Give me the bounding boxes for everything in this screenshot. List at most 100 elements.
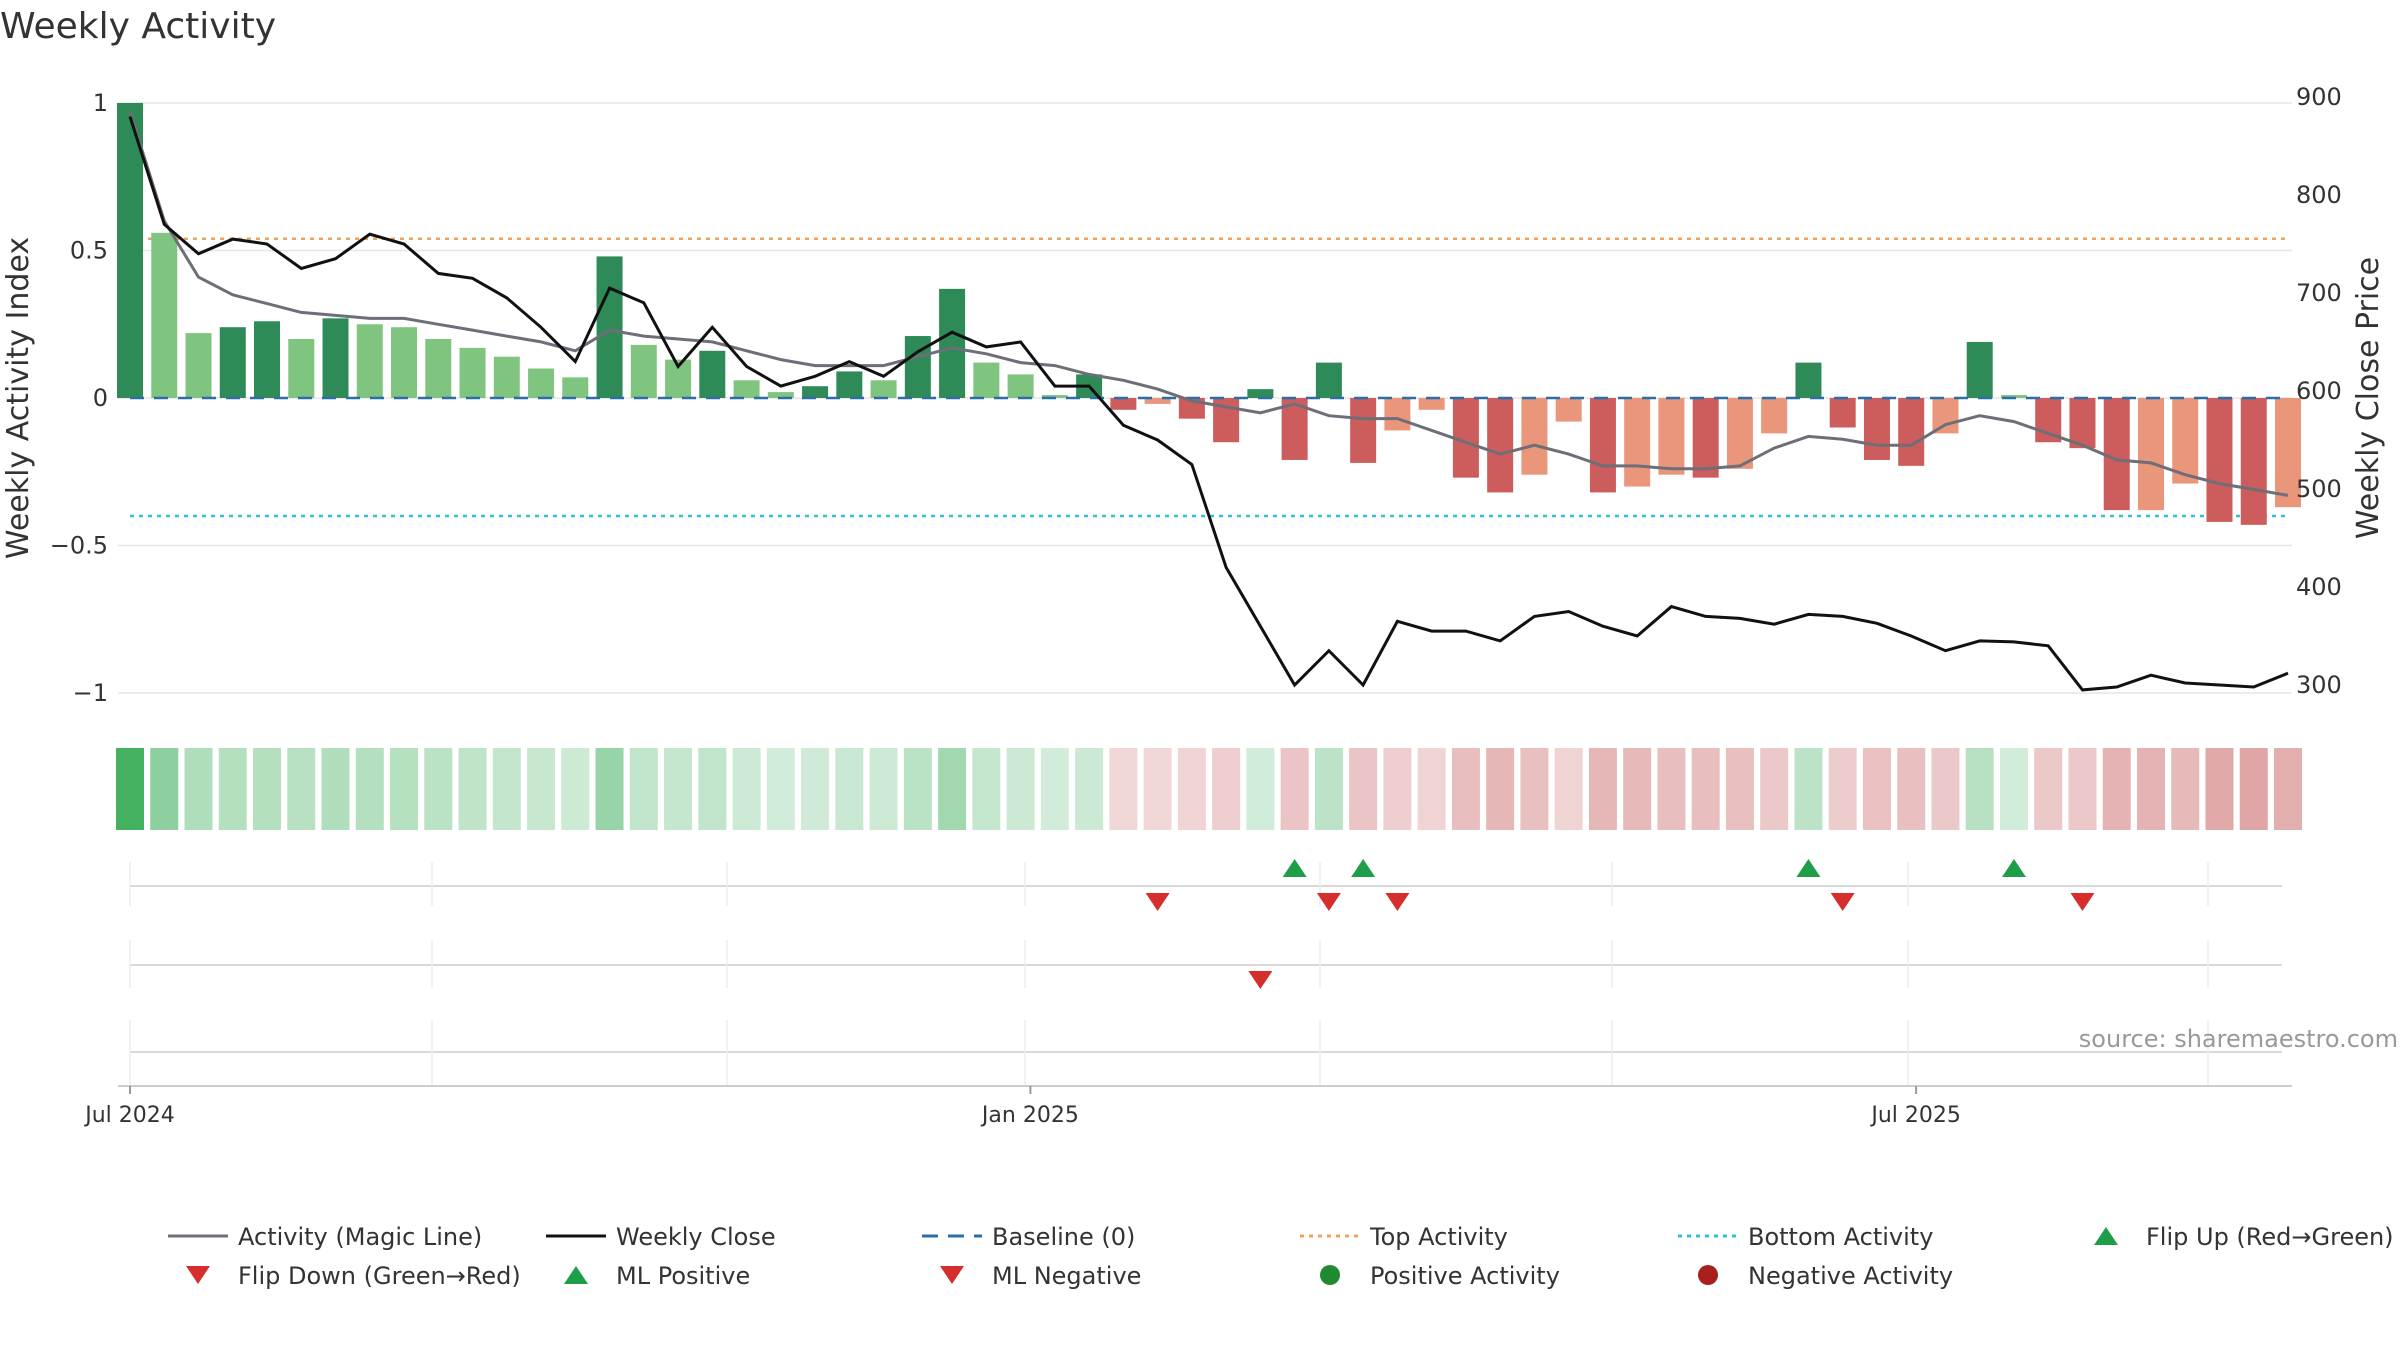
left-y-axis: 1 0.5 0 −0.5 −1 xyxy=(50,89,108,707)
heat-cell xyxy=(629,748,658,830)
activity-bar xyxy=(1144,398,1171,404)
right-tick-label: 700 xyxy=(2296,279,2342,307)
heat-cell xyxy=(287,748,316,830)
legend-label: Baseline (0) xyxy=(992,1223,1135,1251)
right-y-axis-label: Weekly Close Price xyxy=(2351,257,2386,539)
heat-cell xyxy=(1006,748,1035,830)
heat-cell xyxy=(732,748,761,830)
source-note: source: sharemaestro.com xyxy=(2079,1025,2398,1053)
event-lanes xyxy=(129,859,2282,1086)
activity-bar xyxy=(630,344,657,398)
magic-line-series xyxy=(128,111,2289,497)
heat-cell xyxy=(698,748,727,830)
activity-bar xyxy=(699,350,726,398)
heat-cell xyxy=(2274,748,2302,830)
heat-cell xyxy=(2205,748,2234,830)
heat-cell xyxy=(458,748,487,830)
activity-bar xyxy=(151,232,178,398)
activity-bar xyxy=(459,347,486,398)
heat-cell xyxy=(1588,748,1617,830)
activity-bar xyxy=(356,324,383,398)
heat-cell xyxy=(527,748,556,830)
series-lines xyxy=(128,111,2289,692)
activity-bar xyxy=(562,377,589,398)
activity-bar xyxy=(1829,398,1856,428)
heat-cell xyxy=(253,748,282,830)
activity-bar xyxy=(288,339,315,398)
weekly-close-series xyxy=(128,116,2289,692)
heat-cell xyxy=(1075,748,1104,830)
activity-bar xyxy=(1418,398,1445,410)
heat-cell xyxy=(1520,748,1549,830)
x-tick-label: Jul 2025 xyxy=(1869,1103,1961,1128)
heat-cell xyxy=(903,748,932,830)
legend-label: ML Negative xyxy=(992,1262,1141,1290)
activity-bar xyxy=(1487,398,1514,493)
activity-bar xyxy=(1966,341,1993,398)
heat-cell xyxy=(2068,748,2097,830)
activity-bar xyxy=(596,256,623,398)
activity-bars xyxy=(117,103,2301,525)
activity-bar xyxy=(1384,398,1411,431)
heat-cell xyxy=(116,748,144,830)
flip-down-marker xyxy=(1145,893,1170,911)
activity-bar xyxy=(1726,398,1753,469)
heat-cell xyxy=(2034,748,2063,830)
activity-bar xyxy=(1898,398,1925,466)
flip-down-marker xyxy=(1830,893,1855,911)
left-tick-label: 0.5 xyxy=(70,237,108,265)
heat-cell xyxy=(1383,748,1412,830)
legend-label: Flip Up (Red→Green) xyxy=(2146,1223,2394,1251)
heat-cell xyxy=(1794,748,1823,830)
left-y-axis-label: Weekly Activity Index xyxy=(1,237,36,559)
legend-swatch-tri-down xyxy=(186,1266,210,1284)
heat-cell xyxy=(1999,748,2028,830)
legend: Activity (Magic Line) Weekly Close Baselin… xyxy=(168,1223,2394,1290)
activity-bar xyxy=(1315,362,1342,398)
activity-bar xyxy=(493,356,520,398)
activity-bar xyxy=(1555,398,1582,422)
legend-swatch-tri-up xyxy=(2094,1227,2118,1245)
activity-bar xyxy=(939,288,966,398)
legend-label: Bottom Activity xyxy=(1748,1223,1933,1251)
left-tick-label: 1 xyxy=(93,89,108,117)
activity-bar xyxy=(1110,398,1137,410)
activity-bar xyxy=(1863,398,1890,460)
activity-bar xyxy=(2137,398,2164,511)
activity-bar xyxy=(117,103,143,398)
heat-cell xyxy=(1109,748,1138,830)
heat-cell xyxy=(1451,748,1480,830)
activity-bar xyxy=(1247,389,1274,398)
heat-cell xyxy=(1657,748,1686,830)
heat-cell xyxy=(2102,748,2131,830)
heat-cell xyxy=(2136,748,2165,830)
heat-cell xyxy=(1212,748,1241,830)
activity-bar xyxy=(1658,398,1685,475)
heat-cell xyxy=(1623,748,1652,830)
heat-cell xyxy=(150,748,179,830)
activity-bar xyxy=(219,327,246,398)
right-tick-label: 300 xyxy=(2296,671,2342,699)
heat-cell xyxy=(1862,748,1891,830)
right-tick-label: 400 xyxy=(2296,573,2342,601)
heat-cell xyxy=(869,748,898,830)
legend-label: Positive Activity xyxy=(1370,1262,1560,1290)
legend-label: ML Positive xyxy=(616,1262,750,1290)
activity-bar xyxy=(391,327,418,398)
activity-bar xyxy=(1350,398,1377,463)
heat-cell xyxy=(972,748,1001,830)
heat-cell xyxy=(2171,748,2200,830)
activity-bar xyxy=(254,321,281,398)
left-tick-label: 0 xyxy=(93,384,108,412)
legend-swatch-tri-up xyxy=(564,1266,588,1284)
legend-label: Top Activity xyxy=(1369,1223,1508,1251)
activity-bar xyxy=(733,380,760,398)
activity-bar xyxy=(425,339,452,398)
heat-cell xyxy=(766,748,795,830)
heat-cell xyxy=(218,748,247,830)
activity-bar xyxy=(1041,395,1068,398)
activity-bar xyxy=(2172,398,2199,484)
heat-cell xyxy=(1349,748,1378,830)
